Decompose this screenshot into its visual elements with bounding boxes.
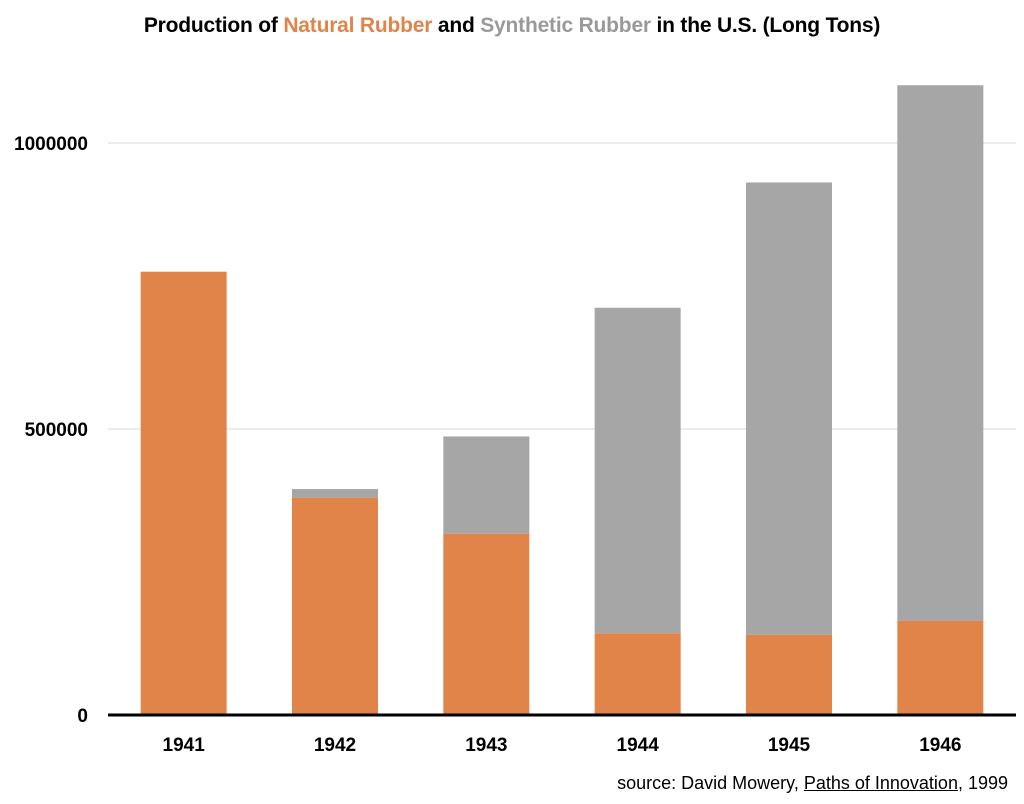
synthetic-rubber-bar-1943 (443, 436, 530, 534)
source-book-link[interactable]: Paths of Innovation (803, 773, 958, 793)
y-tick-label: 1000000 (14, 134, 88, 155)
y-tick-label: 0 (77, 706, 88, 727)
source-prefix: source: David Mowery, (617, 773, 804, 793)
title-middle: and (432, 14, 481, 37)
x-tick-label: 1942 (314, 735, 356, 756)
title-natural-term: Natural Rubber (283, 14, 433, 37)
x-tick-label: 1944 (617, 735, 660, 756)
x-tick-label: 1943 (465, 735, 507, 756)
gridlines (108, 142, 1016, 430)
natural-rubber-bar-1943 (443, 533, 530, 715)
title-suffix: in the U.S. (Long Tons) (650, 14, 881, 37)
synthetic-rubber-bar-1944 (594, 307, 681, 634)
natural-rubber-bar-1944 (594, 633, 681, 715)
natural-rubber-bar-1946 (897, 620, 984, 715)
bars (140, 85, 984, 715)
synthetic-rubber-bar-1942 (292, 489, 378, 498)
y-tick-label: 500000 (25, 420, 88, 441)
natural-rubber-bar-1945 (746, 634, 832, 715)
title-synthetic-term: Synthetic Rubber (480, 14, 651, 37)
source-note: source: David Mowery, Paths of Innovatio… (617, 773, 1008, 794)
x-tick-label: 1946 (919, 735, 961, 756)
natural-rubber-bar-1941 (140, 271, 227, 715)
x-tick-label: 1941 (163, 735, 206, 756)
synthetic-rubber-bar-1945 (746, 182, 832, 635)
natural-rubber-bar-1942 (292, 497, 378, 715)
tick-labels: 0 500000 1000000 1941 1942 1943 1944 1945 1946 (14, 134, 961, 756)
synthetic-rubber-bar-1946 (897, 85, 984, 621)
source-suffix: , 1999 (957, 773, 1008, 793)
title-prefix: Production of (143, 14, 284, 37)
chart-title: Production of Natural Rubber and Synthet… (0, 14, 1024, 38)
x-tick-label: 1945 (768, 735, 811, 756)
